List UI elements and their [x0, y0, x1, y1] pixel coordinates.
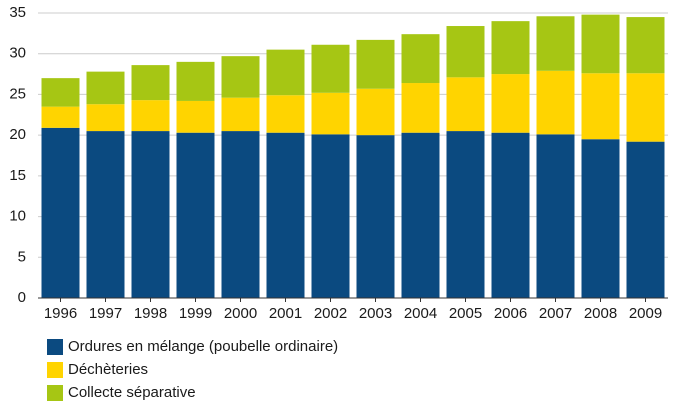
bar-segment	[86, 71, 125, 105]
bar-segment	[41, 127, 80, 298]
x-tick-label: 2008	[584, 305, 617, 322]
bar-segment	[131, 65, 170, 101]
bar-segment	[41, 106, 80, 128]
legend-label: Ordures en mélange (poubelle ordinaire)	[68, 338, 338, 355]
bar-segment	[626, 17, 665, 74]
bar-segment	[401, 132, 440, 298]
bar-segment	[491, 21, 530, 75]
x-tick-label: 1998	[134, 305, 167, 322]
y-tick-label: 35	[9, 4, 26, 21]
bar-segment	[86, 104, 125, 132]
x-tick-label: 2001	[269, 305, 302, 322]
bar-segment	[356, 39, 395, 89]
x-tick-label: 2003	[359, 305, 392, 322]
legend-label: Déchèteries	[68, 361, 148, 378]
bar-segment	[266, 132, 305, 298]
x-tick-label: 1999	[179, 305, 212, 322]
x-tick-label: 2009	[629, 305, 662, 322]
bar-segment	[401, 34, 440, 84]
bar-segment	[626, 73, 665, 142]
bar-segment	[176, 100, 215, 133]
x-tick-label: 2006	[494, 305, 527, 322]
bar-segment	[266, 95, 305, 133]
bar-segment	[221, 131, 260, 298]
bar-segment	[266, 49, 305, 96]
bar-segment	[446, 131, 485, 298]
bar-segment	[446, 77, 485, 132]
bar-segment	[581, 139, 620, 298]
bar-segment	[536, 16, 575, 71]
x-tick-label: 2000	[224, 305, 257, 322]
legend-label: Collecte séparative	[68, 384, 196, 401]
x-tick-label: 2005	[449, 305, 482, 322]
bar-segment	[536, 134, 575, 298]
x-tick-label: 2002	[314, 305, 347, 322]
bar-segment	[491, 74, 530, 133]
legend-swatch	[47, 362, 63, 378]
y-tick-label: 30	[9, 45, 26, 62]
x-tick-label: 1997	[89, 305, 122, 322]
legend-swatch	[47, 385, 63, 401]
y-tick-label: 15	[9, 167, 26, 184]
y-tick-label: 20	[9, 126, 26, 143]
bar-segment	[581, 14, 620, 74]
bar-segment	[176, 132, 215, 298]
bar-segment	[401, 83, 440, 133]
bar-segment	[41, 78, 80, 107]
bar-segment	[221, 56, 260, 98]
bar-segment	[86, 131, 125, 298]
bar-segment	[581, 73, 620, 140]
bar-segment	[536, 70, 575, 135]
bar-segment	[221, 97, 260, 132]
y-tick-label: 0	[18, 289, 26, 306]
x-tick-label: 2007	[539, 305, 572, 322]
y-tick-label: 25	[9, 85, 26, 102]
bar-segment	[311, 134, 350, 298]
x-tick-label: 1996	[44, 305, 77, 322]
legend-swatch	[47, 339, 63, 355]
bar-segment	[491, 132, 530, 298]
bar-segment	[311, 44, 350, 93]
bar-segment	[356, 88, 395, 136]
bar-segment	[626, 141, 665, 298]
x-tick-label: 2004	[404, 305, 437, 322]
y-tick-label: 5	[18, 248, 26, 265]
bar-segment	[311, 92, 350, 135]
bar-segment	[131, 100, 170, 132]
bar-segment	[446, 26, 485, 78]
bar-segment	[131, 131, 170, 298]
bar-segment	[356, 135, 395, 298]
y-tick-label: 10	[9, 208, 26, 225]
bar-segment	[176, 61, 215, 101]
